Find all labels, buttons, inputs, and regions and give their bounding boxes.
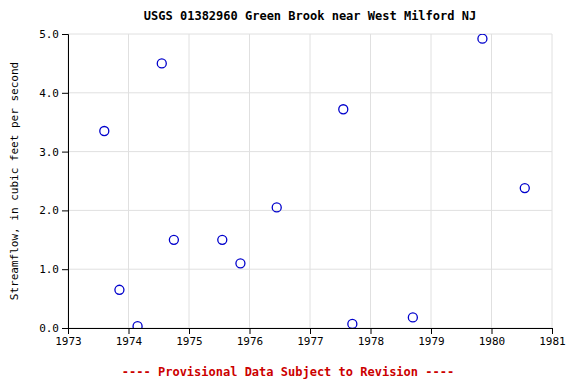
y-tick: 4.0 bbox=[39, 87, 68, 100]
x-tick-label: 1976 bbox=[237, 335, 264, 348]
point bbox=[100, 127, 109, 136]
grid-line-y bbox=[68, 210, 552, 211]
grid-line-y bbox=[68, 92, 552, 93]
x-tick-label: 1975 bbox=[176, 335, 203, 348]
y-tick-mark bbox=[62, 328, 68, 329]
point bbox=[520, 184, 529, 193]
x-tick-mark bbox=[492, 328, 493, 334]
grid-line-y bbox=[68, 151, 552, 152]
grid bbox=[68, 34, 552, 328]
point bbox=[133, 322, 142, 328]
x-tick-label: 1980 bbox=[479, 335, 506, 348]
y-tick: 5.0 bbox=[39, 28, 68, 41]
y-tick: 0.0 bbox=[39, 322, 68, 335]
y-axis: 0.0 1.0 2.0 3.0 4.0 5.0 bbox=[39, 28, 68, 335]
y-tick-label: 5.0 bbox=[39, 28, 59, 41]
point bbox=[218, 235, 227, 244]
x-tick-mark bbox=[371, 328, 372, 334]
x-tick-label: 1974 bbox=[116, 335, 143, 348]
point bbox=[339, 105, 348, 114]
x-tick: 1981 bbox=[539, 328, 566, 348]
y-tick-label: 2.0 bbox=[39, 204, 59, 217]
axis-line bbox=[69, 329, 553, 335]
point bbox=[157, 59, 166, 68]
annotation: ---- Provisional Data Subject to Revisio… bbox=[122, 365, 454, 379]
grid-line-y bbox=[68, 269, 552, 270]
x-tick: 1974 bbox=[116, 328, 143, 348]
chart: 1973197419751976197719781979198019810.01… bbox=[0, 0, 576, 384]
x-tick-mark bbox=[189, 328, 190, 334]
y-tick-mark bbox=[62, 269, 68, 270]
point bbox=[236, 259, 245, 268]
y-tick-mark bbox=[62, 210, 68, 211]
title: USGS 01382960 Green Brook near West Milf… bbox=[144, 9, 476, 23]
y-tick-mark bbox=[62, 34, 68, 35]
grid-line-x bbox=[189, 34, 190, 328]
y-tick: 2.0 bbox=[39, 204, 68, 217]
axis-line bbox=[62, 35, 69, 329]
x-tick: 1973 bbox=[55, 328, 82, 348]
x-tick: 1975 bbox=[176, 328, 203, 348]
x-tick-label: 1979 bbox=[418, 335, 445, 348]
grid-line-x bbox=[249, 34, 250, 328]
y-axis-title: Streamflow, in cubic feet per second bbox=[8, 62, 21, 300]
plot: 1973197419751976197719781979198019810.01… bbox=[39, 28, 566, 348]
x-tick: 1980 bbox=[479, 328, 506, 348]
point bbox=[115, 285, 124, 294]
grid-line-x bbox=[128, 34, 129, 328]
x-tick-mark bbox=[552, 328, 553, 334]
grid-line-x bbox=[491, 34, 492, 328]
grid-line-y bbox=[68, 34, 552, 35]
x-tick-label: 1977 bbox=[297, 335, 324, 348]
grid-line-x bbox=[431, 34, 432, 328]
point bbox=[272, 203, 281, 212]
grid-line-x bbox=[552, 34, 553, 328]
y-tick-label: 3.0 bbox=[39, 146, 59, 159]
x-tick: 1976 bbox=[237, 328, 264, 348]
x-tick-mark bbox=[250, 328, 251, 334]
y-tick: 3.0 bbox=[39, 146, 68, 159]
points bbox=[100, 34, 530, 328]
x-tick-label: 1981 bbox=[539, 335, 566, 348]
x-tick-mark bbox=[431, 328, 432, 334]
y-tick: 1.0 bbox=[39, 263, 68, 276]
x-tick-mark bbox=[310, 328, 311, 334]
point bbox=[478, 34, 487, 43]
y-tick-label: 1.0 bbox=[39, 263, 59, 276]
y-tick-label: 4.0 bbox=[39, 87, 59, 100]
point bbox=[169, 235, 178, 244]
y-tick-label: 0.0 bbox=[39, 322, 59, 335]
y-tick-mark bbox=[62, 152, 68, 153]
x-axis: 1973 1974 1975 1976 1977 1978 1979 1980 1981 bbox=[55, 328, 566, 348]
point bbox=[408, 313, 417, 322]
y-tick-mark bbox=[62, 93, 68, 94]
x-tick-label: 1973 bbox=[55, 335, 82, 348]
point bbox=[348, 319, 357, 328]
x-tick-label: 1978 bbox=[358, 335, 385, 348]
x-tick: 1979 bbox=[418, 328, 445, 348]
x-tick: 1977 bbox=[297, 328, 324, 348]
x-tick: 1978 bbox=[358, 328, 385, 348]
x-tick-mark bbox=[129, 328, 130, 334]
grid-line-x bbox=[370, 34, 371, 328]
grid-line-x bbox=[310, 34, 311, 328]
